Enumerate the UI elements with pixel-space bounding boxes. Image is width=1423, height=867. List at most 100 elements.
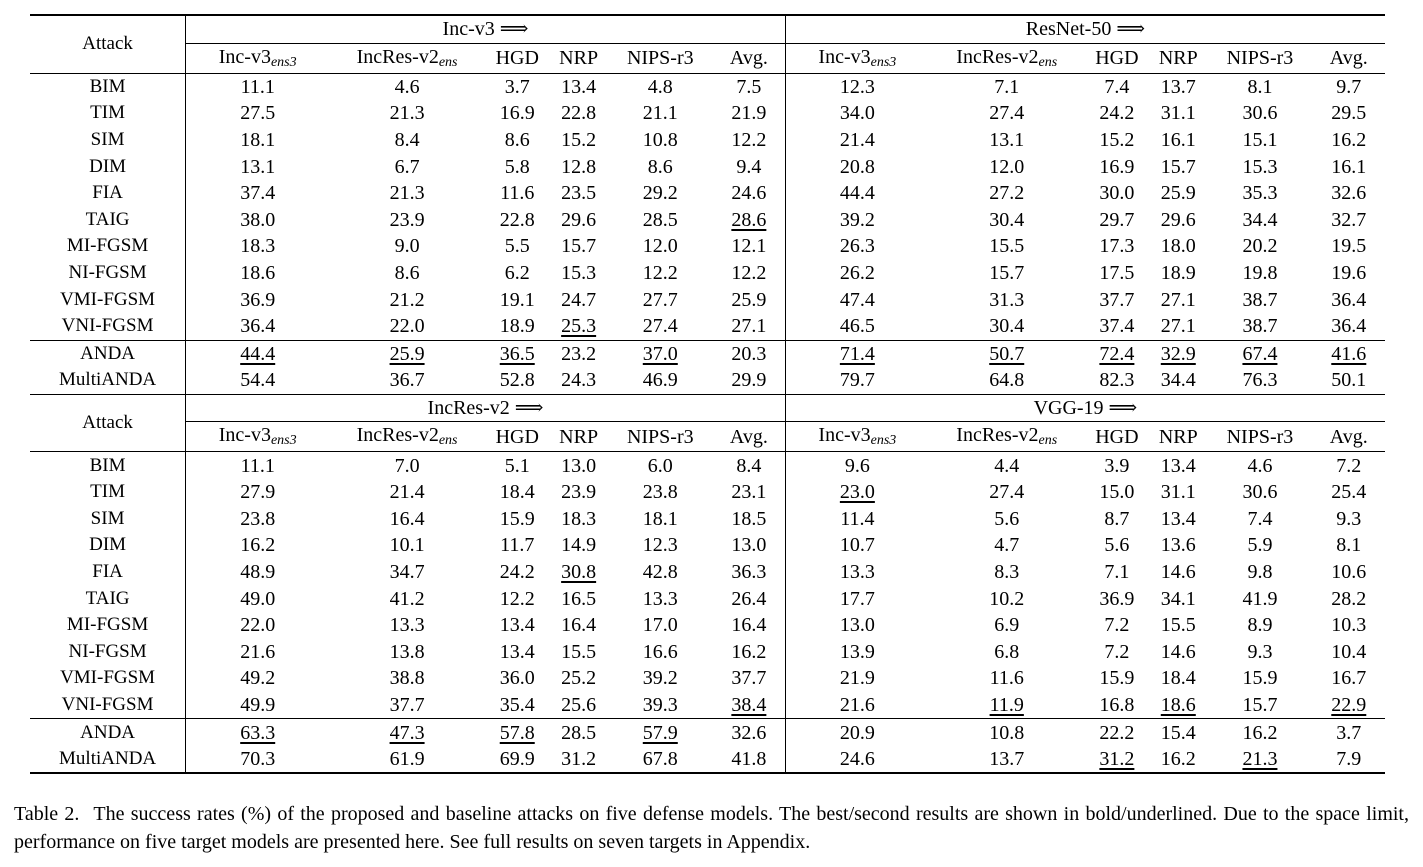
- table-row: TIM 27.9 21.4 18.4 23.9 23.8 23.1 23.0 27.4 15.0 3…: [30, 478, 1385, 506]
- table-cell: 5.5: [504, 235, 530, 258]
- table-cell: 4.6: [329, 72, 485, 101]
- table-cell: 44.4: [839, 182, 875, 205]
- column-header: NIPS-r3: [608, 422, 713, 452]
- table-cell: 9.3: [1247, 640, 1273, 663]
- table-row: BIM 11.1 4.6 3.7 13.4 4.8 7.5 12.3 7.1 7.4 13.7 8.1…: [30, 72, 1385, 101]
- second-best-value: 57.8: [499, 721, 535, 744]
- table-cell: 10.1: [389, 534, 425, 557]
- table-cell: 37.4: [240, 182, 276, 205]
- column-header: Inc-v3ens3: [186, 43, 330, 73]
- attack-name: DIM: [30, 532, 187, 559]
- column-header: HGD: [1085, 422, 1150, 452]
- table-cell: 27.2: [989, 182, 1025, 205]
- column-header-label: Avg.: [729, 425, 768, 448]
- table-cell: 13.6: [1160, 534, 1196, 557]
- table-cell: 37.0: [607, 339, 713, 368]
- table-cell: 71.4: [785, 339, 929, 368]
- table-cell: 18.6: [240, 262, 276, 285]
- table-cell: 12.8: [561, 155, 597, 178]
- table-cell: 17.7: [839, 587, 875, 610]
- table-cell: 11.7: [500, 534, 535, 557]
- table-cell: 3.7: [1312, 718, 1385, 746]
- column-header: Inc-v3ens3: [785, 43, 929, 73]
- table-cell: 5.6: [994, 507, 1020, 530]
- second-best-value: 38.4: [731, 693, 767, 716]
- column-header-label: Inc-v3: [818, 424, 871, 447]
- column-header-label: Inc-v3: [218, 45, 271, 68]
- table-cell: 9.7: [1312, 72, 1385, 101]
- table-cell: 27.1: [712, 312, 786, 341]
- table-cell: 13.4: [499, 640, 535, 663]
- second-best-value: 22.9: [1331, 693, 1367, 716]
- table-cell: 38.7: [1242, 315, 1278, 338]
- table-cell: 7.4: [1084, 72, 1150, 101]
- table-row: MI-FGSM 22.0 13.3 13.4 16.4 17.0 16.4 13.0 6.9 7.…: [30, 611, 1385, 639]
- table-cell: 18.5: [712, 505, 786, 533]
- table-cell: 21.3: [1207, 745, 1313, 775]
- table-cell: 21.1: [642, 102, 678, 125]
- table-cell: 31.3: [989, 288, 1025, 311]
- table-cell: 41.2: [389, 587, 425, 610]
- second-best-value: 72.4: [1099, 342, 1135, 365]
- table-cell: 10.6: [1331, 560, 1367, 583]
- table-cell: 28.5: [642, 208, 678, 231]
- table-cell: 9.4: [712, 153, 786, 180]
- table-cell: 32.6: [712, 718, 786, 746]
- table-cell: 37.7: [712, 665, 786, 692]
- table-cell: 39.2: [642, 667, 678, 690]
- column-header: IncRes-v2ens: [929, 43, 1085, 73]
- column-header: NRP: [1149, 422, 1207, 452]
- table-cell: 11.6: [500, 182, 535, 205]
- attack-name: ANDA: [30, 339, 187, 368]
- table-cell: 47.3: [329, 718, 485, 746]
- column-header-label: Inc-v3: [818, 45, 871, 68]
- table-cell: 18.9: [499, 315, 535, 338]
- table-cell: 13.0: [712, 532, 786, 559]
- table-cell: 17.5: [1099, 262, 1135, 285]
- table-cell: 16.2: [240, 534, 276, 557]
- table-cell: 29.5: [1331, 102, 1367, 125]
- attack-name: VMI-FGSM: [30, 665, 187, 692]
- caption-label: Table 2.: [14, 803, 80, 825]
- table-cell: 22.0: [240, 614, 276, 637]
- table-cell: 14.6: [1160, 640, 1196, 663]
- column-header-label: HGD: [1095, 425, 1139, 448]
- table-cell: 32.7: [1331, 208, 1367, 231]
- table-cell: 29.7: [1099, 208, 1135, 231]
- table-cell: 7.9: [1312, 745, 1385, 775]
- column-header-subscript: ens: [438, 433, 458, 449]
- attack-name: MultiANDA: [30, 745, 187, 775]
- table-cell: 24.7: [561, 288, 597, 311]
- table-cell: 15.5: [561, 640, 597, 663]
- results-table: Attack Inc-v3 ⟹ ResNet-50 ⟹ Inc-v3ens3 IncRe…: [30, 13, 1385, 775]
- table-cell: 17.3: [1099, 235, 1135, 258]
- table-cell: 22.8: [499, 208, 535, 231]
- table-cell: 52.8: [499, 369, 535, 392]
- table-row: MultiANDA 70.3 61.9 69.9 31.2 67.8 41.8 24.6 13.…: [30, 745, 1385, 775]
- second-best-value: 67.4: [1242, 342, 1278, 365]
- column-header: HGD: [485, 43, 550, 73]
- table-cell: 18.0: [1160, 235, 1196, 258]
- second-best-value: 28.6: [731, 208, 767, 231]
- second-best-value: 63.3: [240, 721, 276, 744]
- table-cell: 15.3: [1242, 155, 1278, 178]
- table-cell: 12.3: [642, 534, 678, 557]
- column-header-label: HGD: [1095, 47, 1139, 70]
- table-cell: 34.7: [389, 560, 425, 583]
- table-cell: 16.8: [1099, 693, 1135, 716]
- second-best-value: 23.0: [839, 481, 875, 504]
- table-cell: 23.9: [561, 481, 597, 504]
- attack-name: BIM: [30, 72, 187, 101]
- table-cell: 8.1: [1336, 534, 1362, 557]
- table-cell: 3.9: [1084, 451, 1150, 479]
- attack-name: DIM: [30, 153, 187, 180]
- table-cell: 27.4: [989, 102, 1025, 125]
- table-cell: 4.8: [607, 72, 713, 101]
- column-header-label: IncRes-v2: [956, 45, 1039, 68]
- table-cell: 44.4: [185, 339, 330, 368]
- attack-name: BIM: [30, 451, 187, 479]
- table-cell: 8.4: [712, 451, 786, 479]
- table-cell: 67.8: [607, 745, 713, 775]
- table-cell: 36.9: [1099, 587, 1135, 610]
- table-cell: 34.0: [839, 102, 875, 125]
